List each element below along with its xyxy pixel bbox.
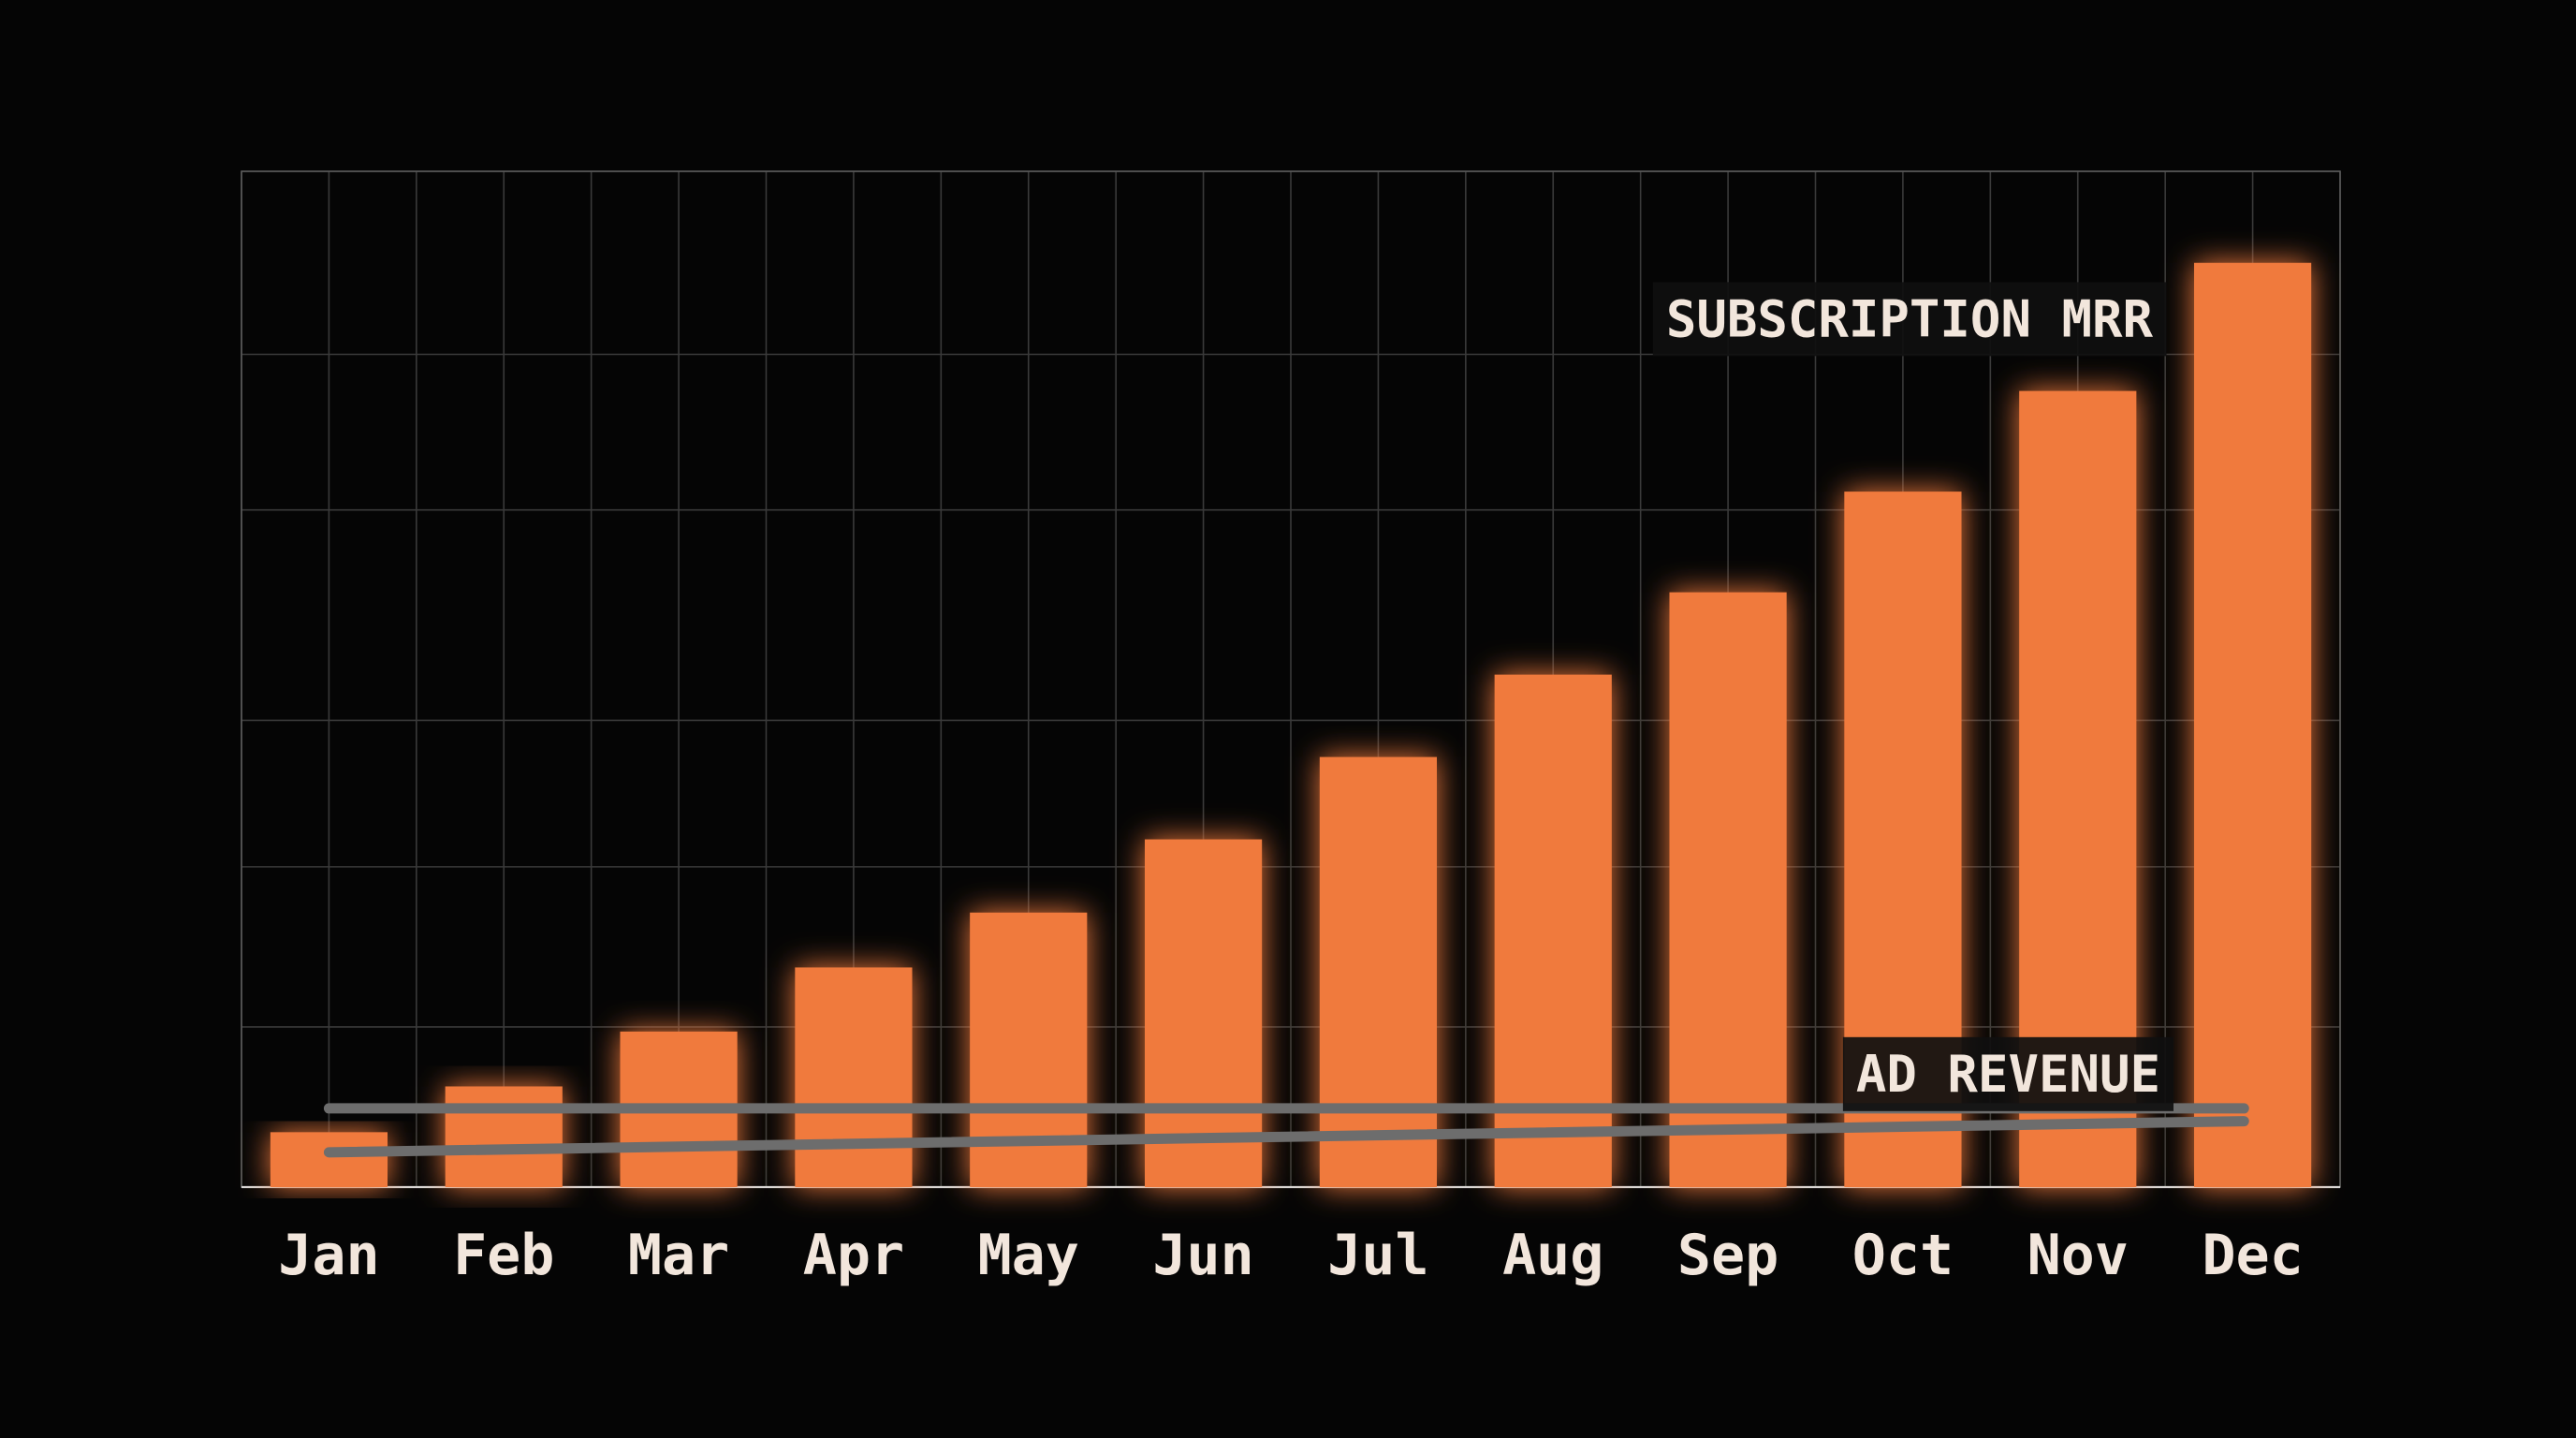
x-tick-label-nov: Nov bbox=[2027, 1223, 2129, 1288]
x-tick-label-apr: Apr bbox=[803, 1223, 904, 1288]
bar-jun bbox=[1144, 839, 1263, 1187]
subscription-mrr-label-text: SUBSCRIPTION MRR bbox=[1666, 289, 2154, 348]
x-tick-label-jan: Jan bbox=[278, 1223, 379, 1288]
ad-revenue-line-2 bbox=[323, 1116, 2249, 1158]
x-tick-label-mar: Mar bbox=[628, 1223, 729, 1288]
x-tick-label-feb: Feb bbox=[453, 1223, 554, 1288]
x-tick-label-dec: Dec bbox=[2202, 1223, 2303, 1288]
bar-apr bbox=[795, 967, 913, 1187]
x-tick-label-jun: Jun bbox=[1152, 1223, 1253, 1288]
bar-jul bbox=[1319, 756, 1438, 1187]
ad-revenue-label-text: AD REVENUE bbox=[1856, 1045, 2160, 1104]
x-tick-label-sep: Sep bbox=[1677, 1223, 1778, 1288]
labels: Jan Feb Mar Apr May Jun Jul Aug Sep Oct Nov Dec SUBS… bbox=[278, 282, 2304, 1288]
x-tick-label-jul: Jul bbox=[1327, 1223, 1428, 1288]
subscription-mrr-label: SUBSCRIPTION MRR bbox=[1652, 282, 2167, 357]
bar-dec bbox=[2193, 262, 2312, 1187]
ad-revenue-label: AD REVENUE bbox=[1842, 1036, 2174, 1111]
x-tick-label-may: May bbox=[978, 1223, 1079, 1288]
x-tick-label-oct: Oct bbox=[1852, 1223, 1954, 1288]
bar-feb bbox=[445, 1086, 563, 1187]
subscription-mrr-label-background bbox=[1652, 282, 2167, 357]
bar-aug bbox=[1494, 674, 1612, 1187]
bar-series bbox=[270, 262, 2312, 1187]
bar-sep bbox=[1669, 592, 1787, 1187]
x-tick-label-aug: Aug bbox=[1502, 1223, 1603, 1288]
ad-revenue-label-background bbox=[1842, 1036, 2174, 1111]
bar-jan bbox=[270, 1132, 388, 1187]
